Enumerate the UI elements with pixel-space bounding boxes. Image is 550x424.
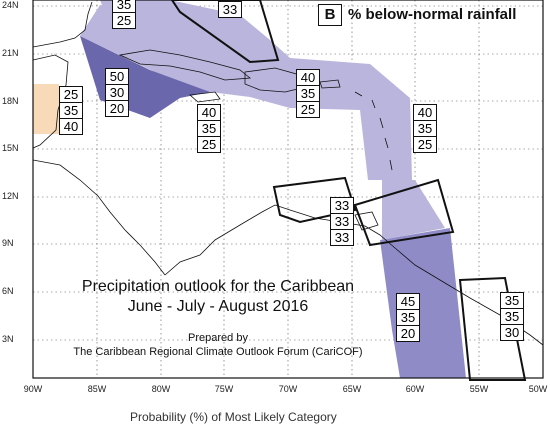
lat-label-9n: 9N bbox=[2, 238, 14, 248]
prob-value: 35 bbox=[113, 0, 135, 13]
below-normal-band-light bbox=[80, 5, 412, 180]
prob-value: 20 bbox=[109, 101, 125, 116]
prob-box-belize: 25 35 40 bbox=[59, 86, 83, 135]
legend-label: % below-normal rainfall bbox=[348, 6, 517, 23]
prob-value: 35 bbox=[198, 121, 220, 137]
prob-value: 25 bbox=[201, 137, 217, 152]
prob-value: 33 bbox=[331, 214, 353, 230]
below-normal-guianas-north bbox=[382, 180, 445, 240]
prob-box-cuba-west: 50 30 20 bbox=[105, 68, 129, 117]
map-title: Precipitation outlook for the Caribbean bbox=[81, 278, 355, 295]
lon-label-55w: 55W bbox=[469, 384, 489, 394]
prob-value: 40 bbox=[297, 70, 319, 86]
lat-label-21n: 21N bbox=[2, 48, 19, 58]
lon-label-90w: 90W bbox=[23, 384, 43, 394]
prob-value: 25 bbox=[300, 102, 316, 117]
lon-label-50w: 50W bbox=[528, 384, 548, 394]
map-border bbox=[32, 0, 544, 379]
legend-key: B bbox=[318, 4, 342, 26]
prepared-by-organization: The Caribbean Regional Climate Outlook F… bbox=[73, 346, 363, 358]
lon-label-65w: 65W bbox=[342, 384, 362, 394]
lat-label-12n: 12N bbox=[2, 191, 19, 201]
prob-value: 33 bbox=[331, 198, 353, 214]
prob-value: 40 bbox=[198, 105, 220, 121]
lat-label-3n: 3N bbox=[2, 334, 14, 344]
prob-value: 50 bbox=[106, 69, 128, 85]
prob-value: 40 bbox=[63, 119, 79, 134]
prob-value: 33 bbox=[334, 230, 350, 245]
lon-label-75w: 75W bbox=[214, 384, 234, 394]
prob-value: 35 bbox=[60, 103, 82, 119]
prob-value: 20 bbox=[400, 326, 416, 341]
lon-label-80w: 80W bbox=[151, 384, 171, 394]
probability-caption: Probability (%) of Most Likely Category bbox=[130, 410, 337, 424]
prob-value: 30 bbox=[106, 85, 128, 101]
outline-regions bbox=[170, 0, 527, 381]
prob-box-bahamas: 33 bbox=[218, 1, 242, 18]
prob-value: 35 bbox=[414, 121, 436, 137]
prob-value: 35 bbox=[501, 293, 523, 309]
outline-bahamas bbox=[170, 0, 280, 64]
prob-value: 33 bbox=[222, 2, 238, 17]
prob-box-north-top: 35 25 bbox=[112, 0, 136, 29]
prob-value: 35 bbox=[297, 86, 319, 102]
lon-label-85w: 85W bbox=[87, 384, 107, 394]
prob-value: 25 bbox=[60, 87, 82, 103]
prob-value: 40 bbox=[414, 105, 436, 121]
prepared-by-label: Prepared by bbox=[188, 332, 248, 344]
outline-suriname bbox=[458, 276, 527, 381]
lat-label-15n: 15N bbox=[2, 143, 19, 153]
prob-value: 25 bbox=[417, 137, 433, 152]
prob-box-suriname: 35 35 30 bbox=[500, 292, 524, 341]
prob-box-jamaica: 40 35 25 bbox=[197, 104, 221, 153]
prob-box-abc-islands: 33 33 33 bbox=[330, 197, 354, 246]
prob-value: 35 bbox=[397, 310, 419, 326]
lon-label-60w: 60W bbox=[405, 384, 425, 394]
lat-label-18n: 18N bbox=[2, 96, 19, 106]
prob-value: 25 bbox=[116, 13, 132, 28]
prob-box-guyana: 45 35 20 bbox=[396, 293, 420, 342]
lat-label-24n: 24N bbox=[2, 0, 19, 10]
map-subtitle-period: June - July - August 2016 bbox=[127, 298, 309, 315]
prob-box-lesser-antilles: 40 35 25 bbox=[413, 104, 437, 153]
above-normal-region bbox=[33, 84, 59, 134]
legend: B % below-normal rainfall bbox=[318, 4, 516, 26]
lat-label-6n: 6N bbox=[2, 286, 14, 296]
prob-box-hispaniola: 40 35 25 bbox=[296, 69, 320, 118]
prob-value: 30 bbox=[504, 325, 520, 340]
prob-value: 35 bbox=[501, 309, 523, 325]
lon-label-70w: 70W bbox=[278, 384, 298, 394]
outline-abc bbox=[272, 176, 357, 224]
outline-trinidad bbox=[353, 178, 455, 247]
prob-value: 45 bbox=[397, 294, 419, 310]
